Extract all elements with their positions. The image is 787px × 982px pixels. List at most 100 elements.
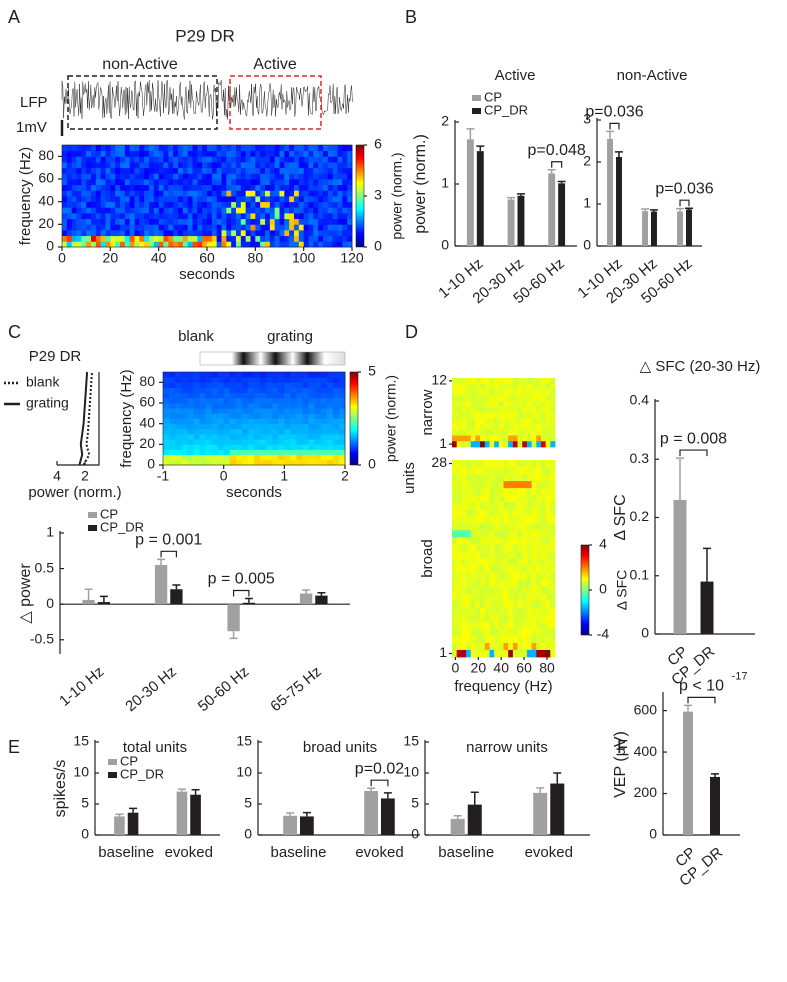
heatmap-cell [278,434,285,440]
heatmap-cell [229,423,237,430]
heatmap-cell [62,167,68,174]
heatmap-cell [192,207,198,214]
heatmap-cell [347,224,353,231]
heatmap-cell [95,173,102,180]
heatmap-cell [545,586,551,595]
heatmap-cell [342,190,348,197]
heatmap-cell [308,162,314,169]
heatmap-cell [175,397,182,404]
heatmap-cell [236,156,242,163]
heatmap-cell [508,406,514,413]
bar [548,173,556,246]
heatmap-cell [236,218,242,225]
heatmap-cell [105,218,111,225]
heatmap-cell [71,156,77,163]
heatmap-cell [211,224,218,231]
heatmap-cell [236,230,242,237]
heatmap-cell [531,551,537,559]
heatmap-cell [181,397,188,404]
heatmap-cell [517,488,523,496]
heatmap-cell [211,382,218,388]
heatmap-cell [302,397,309,404]
heatmap-cell [531,537,537,545]
heatmap-cell [168,230,174,237]
heatmap-cell [347,179,353,186]
heatmap-cell [512,635,518,644]
heatmap-cell [480,467,486,475]
heatmap-cell [484,378,490,385]
heatmap-cell [347,230,353,237]
heatmap-cell [76,235,82,242]
heatmap-cell [274,173,280,180]
heatmap-cell [207,145,213,152]
bar [381,798,395,835]
heatmap-cell [221,235,227,242]
colorbar-tick-label: -4 [597,626,610,642]
heatmap-cell [484,474,490,482]
heatmap-cell [187,454,194,461]
y-axis-label: △ power [17,563,34,624]
heatmap-cell [226,218,232,225]
heatmap-cell [226,184,232,191]
heatmap-cell [470,406,476,413]
error-bar [191,788,200,795]
heatmap-cell [456,412,462,419]
heatmap-cell [221,196,227,203]
heatmap-cell [508,383,514,390]
heatmap-cell [508,621,514,630]
heatmap-cell [452,635,458,644]
heatmap-cell [115,184,121,191]
heatmap-cell [120,150,126,157]
heatmap-cell [124,190,131,197]
error-bar [676,457,684,501]
heatmap-cell [158,184,164,191]
heatmap-cell [470,412,476,419]
heatmap-cell [332,196,338,203]
heatmap-cell [221,230,227,237]
heatmap-cell [278,418,285,425]
heatmap-cell [531,406,537,413]
heatmap-cell [149,196,155,203]
heatmap-cell [531,516,537,524]
heatmap-cell [100,224,106,231]
heatmap-cell [266,459,273,466]
heatmap-cell [274,150,280,157]
heatmap-cell [290,413,297,419]
heatmap-cell [241,449,249,456]
heatmap-cell [120,207,126,214]
heatmap-cell [550,635,556,644]
heatmap-cell [508,565,514,573]
y-tick-label: 1 [46,524,54,540]
heatmap-cell [320,459,328,466]
heatmap-cell [517,614,523,623]
heatmap-cell [221,201,227,208]
heatmap-cell [294,218,300,225]
heatmap-cell [323,167,329,174]
heatmap-cell [540,509,547,517]
heatmap-cell [192,201,198,208]
heatmap-cell [245,145,251,152]
heatmap-cell [223,428,231,435]
heatmap-cell [192,184,198,191]
heatmap-cell [456,614,462,623]
heatmap-cell [314,382,322,388]
heatmap-cell [279,173,285,180]
heatmap-cell [456,565,462,573]
heatmap-cell [494,551,500,559]
heatmap-cell [247,377,255,383]
heatmap-cell [260,235,266,242]
heatmap-cell [265,213,271,220]
heatmap-cell [247,423,255,430]
heatmap-cell [62,173,68,180]
heatmap-cell [71,145,77,152]
heatmap-cell [323,207,329,214]
heatmap-cell [202,167,208,174]
heatmap-cell [91,162,97,169]
heatmap-cell [149,213,155,220]
heatmap-cell [522,401,528,408]
heatmap-cell [489,635,495,644]
heatmap-cell [158,218,164,225]
heatmap-cell [517,460,523,468]
heatmap-cell [508,572,514,581]
x-axis-label: power (norm.) [28,484,121,501]
